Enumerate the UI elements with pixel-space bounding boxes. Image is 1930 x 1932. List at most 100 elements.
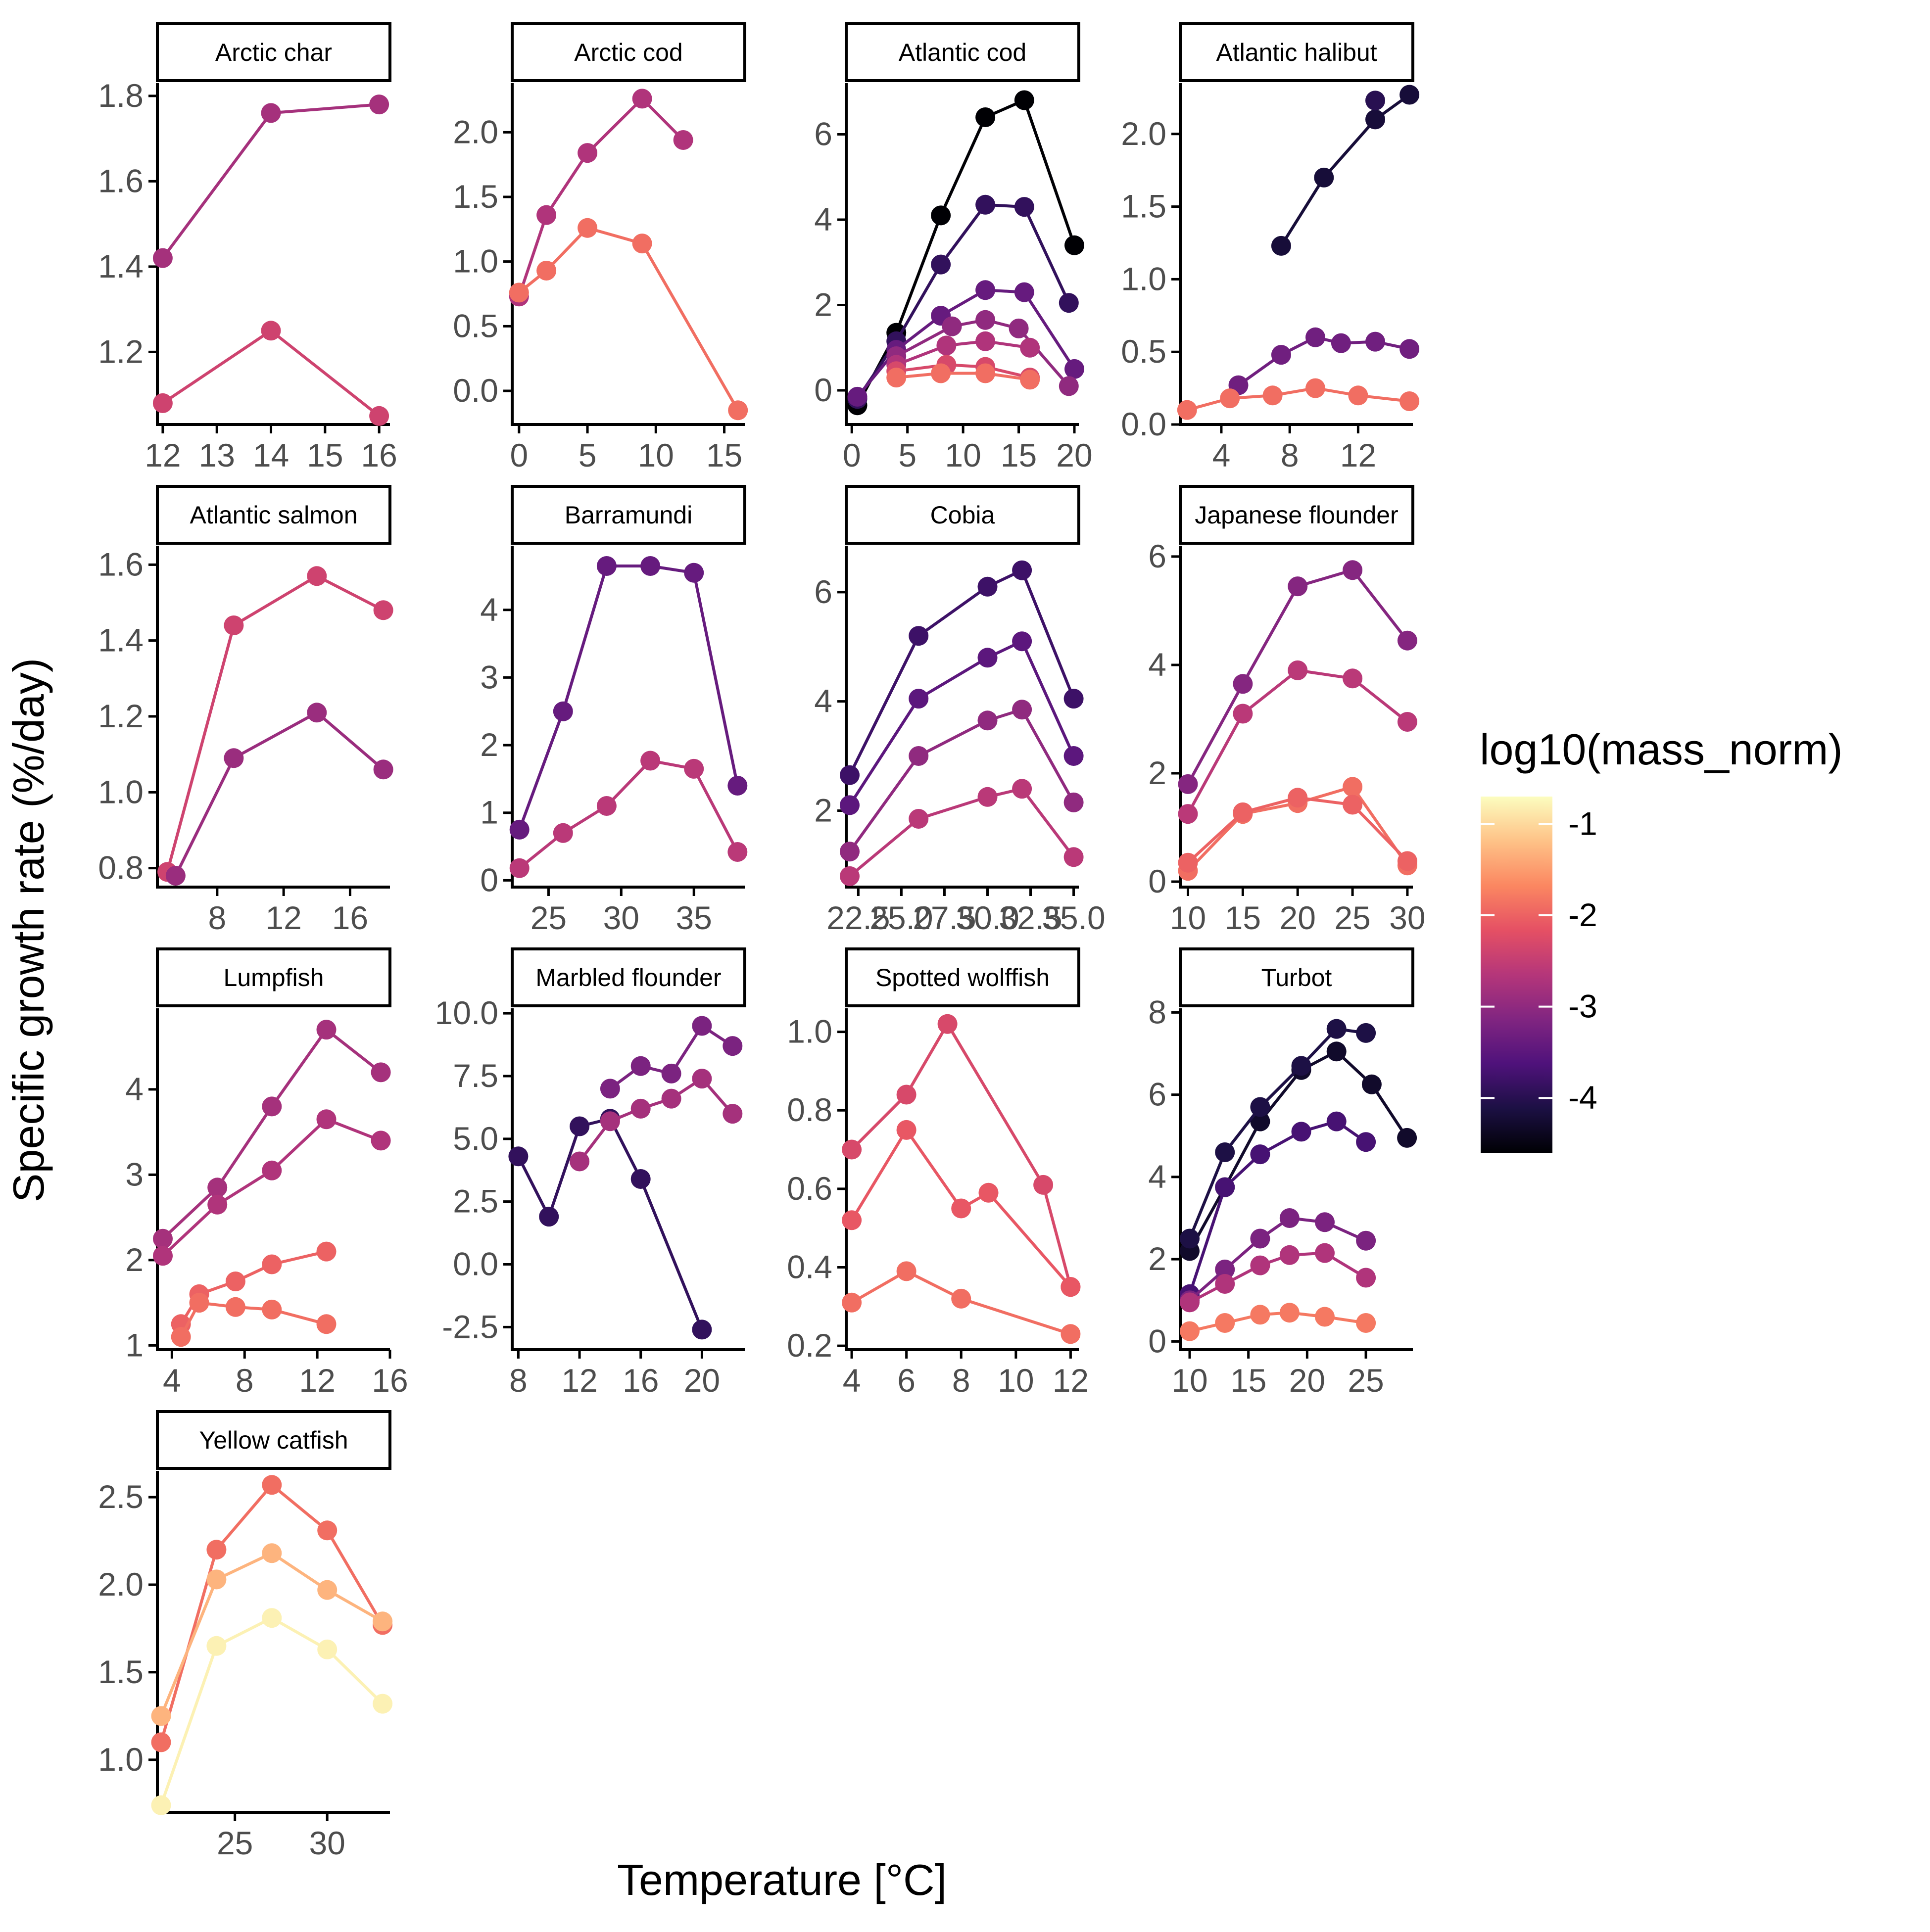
data-point [1178,774,1198,794]
data-point [1215,1259,1235,1279]
data-point [1250,1255,1270,1275]
data-point [261,321,281,341]
data-point [171,1327,191,1347]
data-series [152,321,389,426]
data-point [1012,700,1032,720]
data-point [371,1131,391,1151]
data-point [596,796,617,816]
data-point [1326,1019,1347,1039]
series-line [518,759,739,870]
data-series [1180,1243,1376,1313]
x-tick-label: 15 [307,437,343,473]
data-point [317,1520,338,1541]
data-point [840,795,860,815]
x-tick-label: 35 [676,899,712,936]
x-tick-label: 25.0 [869,899,933,936]
data-point [936,335,957,356]
data-point [1063,792,1084,812]
data-point [1215,1313,1235,1333]
y-tick-label: 2.0 [98,1566,144,1602]
data-point [1014,282,1034,302]
data-point [262,1096,282,1117]
y-tick-label: 1.0 [453,243,498,280]
series-line [518,565,739,830]
facet-title: Turbot [1261,964,1332,991]
data-series [509,218,748,421]
data-series [165,703,393,886]
y-tick-label: 0.4 [787,1248,832,1285]
data-point [1063,746,1084,766]
y-tick-label: 2 [1148,754,1166,791]
data-point [373,600,393,620]
legend-title: log10(mass_norm) [1480,725,1843,774]
y-tick-label: 2 [125,1241,144,1278]
series-line [848,708,1075,852]
data-point [553,701,573,721]
data-point [909,626,929,646]
y-tick-label: 1.0 [98,773,144,810]
y-tick-label: 0 [480,861,498,898]
data-point [151,1732,171,1752]
data-point [1343,777,1363,797]
y-tick-label: 1.2 [98,698,144,734]
data-point [1178,804,1198,824]
data-series [152,94,389,268]
data-point [1279,1303,1300,1323]
data-point [508,1146,529,1167]
x-tick-label: 30.0 [956,899,1019,936]
color-legend: log10(mass_norm) -1 -2 -3 -4 [1480,725,1843,1153]
data-point [1012,631,1032,652]
data-point [1397,630,1417,651]
y-tick-label: 2.0 [1121,115,1166,152]
series-line [896,372,1030,381]
data-point [1271,345,1291,365]
data-point [262,1543,282,1563]
data-point [1020,370,1040,390]
x-tick-label: 8 [1281,437,1299,473]
data-point [1061,1324,1081,1344]
x-tick-label: 27.5 [913,899,976,936]
y-tick-label: 0 [1148,1322,1166,1359]
data-point [1315,1212,1335,1232]
y-tick-label: 0.8 [98,849,144,886]
data-series [1180,1303,1376,1341]
y-tick-label: 1.6 [98,546,144,582]
series-line [162,329,380,418]
data-point [316,1241,337,1262]
x-tick-label: 15 [1225,899,1261,936]
facet-title: Atlantic salmon [190,501,357,529]
data-point [1233,704,1253,724]
y-tick-label: 1 [480,794,498,831]
data-point [1291,1056,1311,1076]
data-series [1178,560,1417,794]
series-line [849,787,1075,878]
data-point [152,393,173,413]
facet-title: Barramundi [565,501,692,529]
data-point [1343,560,1363,580]
data-point [1343,795,1363,815]
data-point [1250,1228,1270,1249]
data-point [975,363,996,383]
data-series [508,1109,712,1340]
x-tick-label: 20 [684,1362,720,1399]
facet-title: Japanese flounder [1195,501,1398,529]
x-tick-label: 8 [236,1362,254,1399]
series-line [851,1270,1071,1336]
data-series [840,700,1084,862]
x-tick-label: 16 [372,1362,408,1399]
facet-title: Cobia [930,501,995,529]
data-point [1215,1142,1235,1162]
data-point [536,205,557,225]
y-tick-label: 0.2 [787,1327,832,1364]
y-tick-label: 0.5 [1121,333,1166,370]
y-axis-label: Specific growth rate (%/day) [4,658,53,1202]
data-point [600,1111,620,1131]
data-point [1063,847,1084,867]
x-tick-label: 25 [217,1825,253,1861]
data-point [975,310,996,330]
facet-title: Spotted wolffish [875,964,1050,991]
y-tick-label: 4 [814,201,832,237]
series-line [518,226,739,411]
data-point [1397,712,1417,732]
